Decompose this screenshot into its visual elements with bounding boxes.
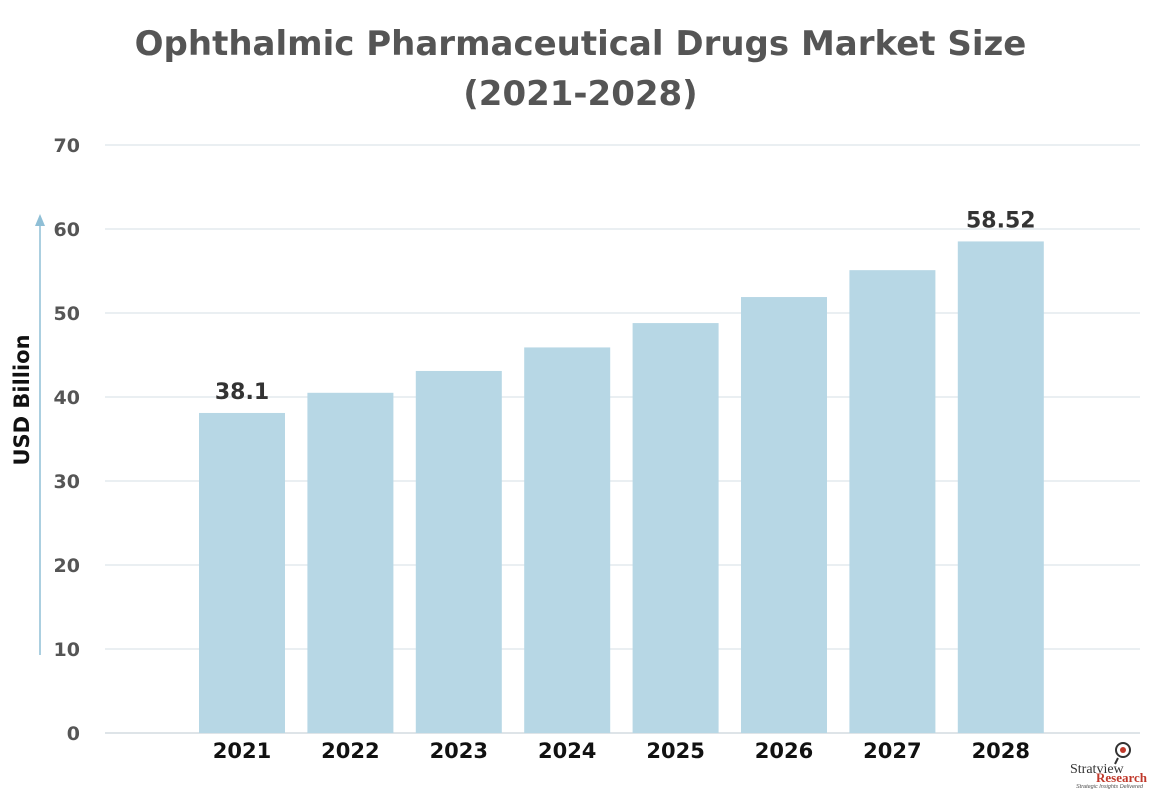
- x-tick-label: 2023: [430, 739, 488, 763]
- bar-2024: [524, 347, 611, 733]
- bar-2027: [849, 270, 936, 733]
- y-axis-label: USD Billion: [10, 334, 34, 465]
- logo-tagline: Strategic Insights Delivered: [1076, 784, 1143, 790]
- x-tick-label: 2028: [972, 739, 1030, 763]
- y-tick-label: 60: [54, 219, 80, 241]
- y-tick-label: 70: [54, 135, 80, 157]
- bar-2022: [307, 392, 394, 733]
- x-tick-label: 2027: [863, 739, 921, 763]
- bar-2026: [741, 297, 827, 733]
- data-label: 38.1: [215, 380, 269, 405]
- x-tick-label: 2022: [321, 739, 379, 763]
- logo-name: Stratview: [1070, 762, 1124, 777]
- bar-2021: [199, 412, 285, 733]
- y-tick-label: 0: [67, 723, 80, 745]
- y-tick-label: 40: [54, 387, 80, 409]
- bar-2023: [415, 370, 502, 733]
- bar-2028: [957, 241, 1044, 733]
- y-tick-label: 20: [54, 555, 80, 577]
- y-axis-arrow-icon: [35, 214, 45, 226]
- bar-2025: [632, 323, 719, 733]
- x-tick-label: 2025: [646, 739, 704, 763]
- y-tick-label: 10: [54, 639, 80, 661]
- chart-title-line-1: Ophthalmic Pharmaceutical Drugs Market S…: [134, 24, 1027, 64]
- chart-title-line-2: (2021-2028): [463, 74, 698, 114]
- stratview-logo: Stratview Research Strategic Insights De…: [1066, 738, 1158, 790]
- logo-mark-icon: [1114, 742, 1131, 765]
- logo-sub: Research: [1096, 770, 1148, 785]
- x-tick-label: 2024: [538, 739, 596, 763]
- x-tick-label: 2021: [213, 739, 271, 763]
- y-tick-label: 50: [54, 303, 80, 325]
- data-label: 58.52: [966, 208, 1036, 233]
- y-tick-label: 30: [54, 471, 80, 493]
- x-tick-label: 2026: [755, 739, 813, 763]
